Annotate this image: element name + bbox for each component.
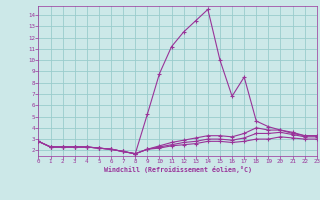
X-axis label: Windchill (Refroidissement éolien,°C): Windchill (Refroidissement éolien,°C)	[104, 166, 252, 173]
